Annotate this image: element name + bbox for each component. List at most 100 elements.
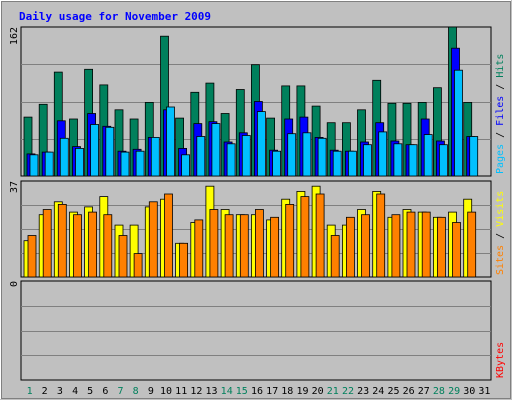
bar-sites-day-4 bbox=[73, 214, 82, 278]
bar-pages-day-27 bbox=[423, 134, 433, 177]
bar-sites-day-11 bbox=[179, 242, 189, 278]
bar-pages-day-28 bbox=[438, 144, 448, 177]
x-tick-label-24: 24 bbox=[372, 386, 384, 397]
x-tick-label-31: 31 bbox=[478, 386, 490, 397]
bar-sites-day-9 bbox=[148, 201, 158, 278]
x-tick-label-20: 20 bbox=[312, 386, 324, 397]
bar-sites-day-25 bbox=[391, 214, 401, 278]
bar-pages-day-15 bbox=[241, 135, 251, 177]
bar-sites-day-29 bbox=[452, 222, 461, 278]
bar-sites-day-28 bbox=[436, 216, 446, 278]
bar-sites-day-22 bbox=[345, 216, 355, 278]
x-tick-label-11: 11 bbox=[175, 386, 187, 397]
x-tick-label-13: 13 bbox=[205, 386, 217, 397]
y-axis-label: Sites / Visits bbox=[495, 191, 506, 275]
x-tick-label-8: 8 bbox=[133, 386, 139, 397]
panel-1: 162 Pages / Files / Hits bbox=[9, 26, 506, 177]
bar-pages-day-6 bbox=[105, 126, 115, 177]
bar-pages-day-26 bbox=[408, 144, 418, 177]
bar-pages-day-14 bbox=[226, 143, 236, 177]
y-axis-label-part: / bbox=[495, 227, 506, 245]
bar-sites-day-26 bbox=[406, 211, 416, 278]
x-tick-label-26: 26 bbox=[403, 386, 415, 397]
x-tick-label-2: 2 bbox=[42, 386, 48, 397]
x-tick-label-7: 7 bbox=[117, 386, 123, 397]
y-axis-label-part: Visits bbox=[495, 191, 506, 227]
x-axis-labels: 1 2 3 4 5 6 7 8 9 10 11 12 13 14 15 16 17 18 19 20 21 22 23 24 2… bbox=[27, 386, 491, 397]
x-tick-label-28: 28 bbox=[433, 386, 445, 397]
bar-sites-day-24 bbox=[376, 193, 386, 278]
bar-pages-day-23 bbox=[363, 144, 372, 177]
x-tick-label-30: 30 bbox=[463, 386, 475, 397]
y-max-label: 0 bbox=[9, 281, 20, 287]
x-tick-label-9: 9 bbox=[148, 386, 154, 397]
y-max-label: 162 bbox=[9, 27, 20, 45]
bar-pages-day-7 bbox=[120, 151, 130, 177]
bar-pages-day-24 bbox=[378, 131, 388, 177]
bar-pages-day-5 bbox=[90, 124, 99, 177]
x-tick-label-27: 27 bbox=[418, 386, 430, 397]
y-axis-label: KBytes bbox=[495, 342, 506, 378]
bar-pages-day-17 bbox=[272, 150, 282, 177]
x-tick-label-18: 18 bbox=[281, 386, 293, 397]
bar-pages-day-9 bbox=[150, 136, 160, 177]
bar-sites-day-30 bbox=[467, 211, 477, 278]
panel-2: 37 Sites / Visits bbox=[9, 180, 506, 278]
bar-sites-day-12 bbox=[194, 219, 204, 278]
bar-sites-day-5 bbox=[88, 211, 97, 278]
y-axis-label: Pages / Files / Hits bbox=[495, 54, 506, 174]
bar-pages-day-21 bbox=[332, 150, 342, 177]
bar-sites-day-17 bbox=[270, 216, 280, 278]
bar-pages-day-12 bbox=[196, 136, 206, 177]
frame-shadow bbox=[1, 1, 511, 399]
x-tick-label-1: 1 bbox=[27, 386, 33, 397]
bar-sites-day-8 bbox=[133, 253, 143, 278]
bar-pages-day-29 bbox=[454, 69, 463, 177]
bar-pages-day-19 bbox=[302, 132, 312, 177]
y-axis-label-part: Files bbox=[495, 96, 506, 126]
x-tick-label-3: 3 bbox=[57, 386, 63, 397]
bar-sites-day-13 bbox=[209, 209, 219, 278]
x-tick-label-10: 10 bbox=[160, 386, 172, 397]
y-axis-label-part: Sites bbox=[495, 245, 506, 275]
y-axis-label-part: KBytes bbox=[495, 342, 506, 378]
bar-pages-day-22 bbox=[347, 150, 357, 177]
bar-sites-day-23 bbox=[361, 214, 370, 278]
bar-pages-day-2 bbox=[44, 151, 54, 177]
x-tick-label-5: 5 bbox=[87, 386, 93, 397]
bar-pages-day-10 bbox=[166, 106, 175, 177]
bar-sites-day-6 bbox=[103, 214, 113, 278]
bar-sites-day-3 bbox=[57, 203, 67, 278]
bar-sites-day-18 bbox=[285, 203, 295, 278]
bar-pages-day-18 bbox=[287, 133, 297, 177]
bar-sites-day-15 bbox=[239, 214, 249, 278]
bar-pages-day-8 bbox=[135, 150, 145, 177]
bar-sites-day-16 bbox=[254, 209, 264, 278]
bar-sites-day-10 bbox=[164, 193, 173, 278]
y-axis-label-part: / bbox=[495, 126, 506, 144]
x-tick-label-15: 15 bbox=[236, 386, 248, 397]
bar-sites-day-7 bbox=[118, 235, 128, 278]
bar-pages-day-4 bbox=[75, 147, 84, 177]
x-tick-label-22: 22 bbox=[342, 386, 354, 397]
y-max-label: 37 bbox=[9, 181, 20, 193]
y-axis-label-part: / bbox=[495, 78, 506, 96]
x-tick-label-4: 4 bbox=[72, 386, 78, 397]
bar-pages-day-1 bbox=[29, 154, 39, 177]
bar-pages-day-25 bbox=[393, 143, 403, 177]
bar-pages-day-20 bbox=[317, 137, 327, 177]
bar-sites-day-2 bbox=[42, 209, 52, 278]
bar-sites-day-14 bbox=[224, 214, 234, 278]
x-tick-label-16: 16 bbox=[251, 386, 263, 397]
y-axis-label-part: Hits bbox=[495, 54, 506, 78]
bar-sites-day-20 bbox=[315, 193, 325, 278]
panels-layer: 162 Pages / Files / Hits 37 Sites / Visits 0… bbox=[9, 26, 506, 381]
panel-3: 0 KBytes bbox=[9, 280, 506, 381]
bar-sites-day-19 bbox=[300, 196, 310, 278]
bar-pages-day-16 bbox=[256, 111, 266, 177]
x-tick-label-25: 25 bbox=[387, 386, 399, 397]
bar-sites-day-1 bbox=[27, 235, 37, 278]
bar-sites-day-21 bbox=[330, 235, 340, 278]
